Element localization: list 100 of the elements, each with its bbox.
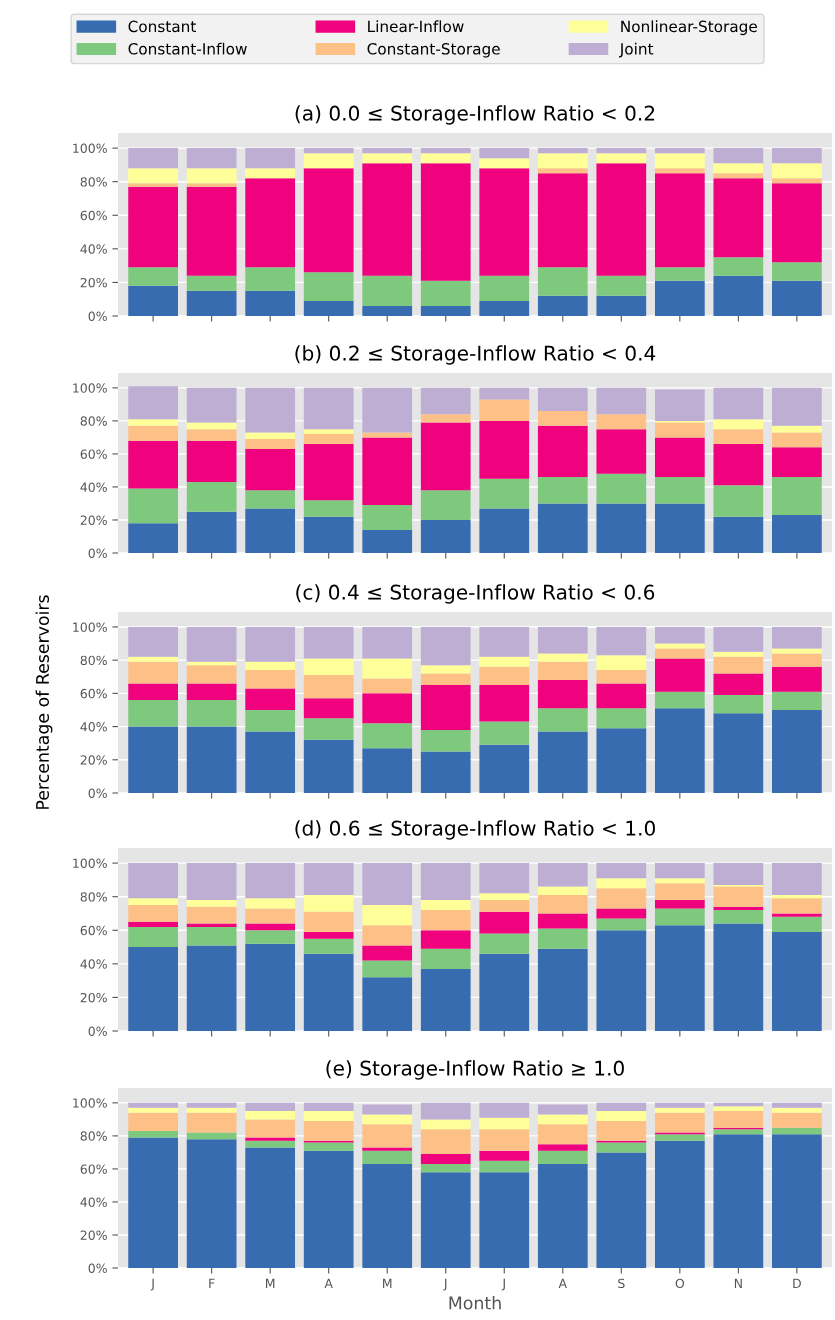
bar — [420, 1119, 471, 1130]
bar — [654, 1112, 705, 1133]
bar — [245, 670, 296, 689]
bar — [420, 968, 471, 1031]
bar — [537, 477, 588, 504]
bar — [186, 661, 237, 666]
chart-title: (c) 0.4 ≤ Storage-Inflow Ratio < 0.6 — [296, 584, 655, 604]
legend-label: Nonlinear-Storage — [621, 20, 757, 36]
bar — [128, 168, 178, 184]
bar — [362, 626, 413, 659]
bar — [537, 148, 588, 154]
bar — [654, 900, 705, 909]
bar — [245, 508, 296, 553]
bar — [654, 925, 705, 1031]
bar — [303, 1102, 354, 1112]
bar — [303, 500, 354, 517]
bar — [596, 1102, 647, 1112]
bar — [245, 626, 296, 662]
bar — [362, 905, 413, 926]
bar — [596, 1142, 647, 1153]
bar — [713, 257, 764, 276]
bar — [128, 523, 178, 553]
bar — [772, 931, 822, 1031]
bar — [596, 275, 647, 296]
y-tick-label: 60% — [80, 925, 107, 936]
bar — [772, 183, 822, 263]
bar — [537, 913, 588, 929]
legend-label: Constant-Inflow — [128, 42, 247, 55]
bar — [713, 906, 764, 911]
bar — [596, 414, 647, 430]
bar — [303, 718, 354, 740]
bar — [654, 648, 705, 659]
bar — [420, 490, 471, 520]
bar — [186, 1139, 237, 1268]
bar — [537, 731, 588, 793]
bar — [303, 938, 354, 954]
y-tick-label: 20% — [80, 277, 107, 288]
x-tick-label: A — [558, 1278, 567, 1288]
bar — [128, 1107, 178, 1113]
bar — [479, 933, 530, 954]
x-tick-label: J — [501, 1278, 505, 1291]
bar — [596, 1111, 647, 1122]
y-tick-label: 40% — [80, 244, 107, 254]
bar — [186, 275, 237, 291]
bar — [654, 883, 705, 901]
bar — [303, 698, 354, 719]
bar — [245, 267, 296, 291]
bar — [479, 158, 530, 169]
bar — [537, 895, 588, 914]
bar — [654, 643, 705, 649]
bar — [772, 1134, 822, 1268]
bar — [654, 1134, 705, 1141]
bar — [362, 505, 413, 530]
bar — [128, 921, 178, 927]
legend-label: Joint — [619, 42, 654, 58]
bar — [245, 898, 296, 909]
bar — [420, 148, 471, 154]
bar — [772, 709, 822, 793]
bar — [245, 387, 296, 433]
bar — [186, 1107, 237, 1113]
bar — [479, 399, 530, 421]
bar — [362, 678, 413, 694]
bar — [362, 305, 413, 316]
y-tick-label: 100% — [73, 622, 107, 632]
bar — [420, 422, 471, 491]
bar — [713, 419, 764, 430]
bar — [772, 666, 822, 692]
bar — [713, 886, 764, 907]
bar — [772, 653, 822, 667]
y-tick-label: 60% — [80, 449, 107, 459]
bar — [596, 626, 647, 656]
x-tick-label: J — [150, 1278, 154, 1291]
bar — [303, 739, 354, 793]
bar — [479, 1129, 530, 1151]
bar — [362, 693, 413, 724]
bar — [596, 728, 647, 793]
y-tick-label: 100% — [73, 383, 107, 393]
bar — [537, 410, 588, 426]
bar — [713, 626, 764, 652]
bar — [420, 665, 471, 674]
bar — [537, 503, 588, 553]
y-tick-label: 60% — [80, 210, 107, 221]
bar — [420, 305, 471, 316]
bar — [362, 148, 413, 154]
bar — [303, 911, 354, 932]
bar — [186, 183, 237, 187]
bar — [772, 280, 822, 316]
bar — [537, 1163, 588, 1268]
bar — [303, 444, 354, 501]
bar — [596, 708, 647, 729]
bar — [537, 168, 588, 174]
bar — [303, 1142, 354, 1151]
bar — [537, 425, 588, 478]
bar — [245, 930, 296, 944]
bar — [245, 709, 296, 732]
legend-label: Constant-Storage — [367, 43, 500, 58]
y-tick-label: 40% — [80, 482, 107, 492]
y-tick-label: 80% — [80, 892, 107, 902]
bar — [245, 688, 296, 710]
y-tick-label: 80% — [80, 416, 107, 426]
